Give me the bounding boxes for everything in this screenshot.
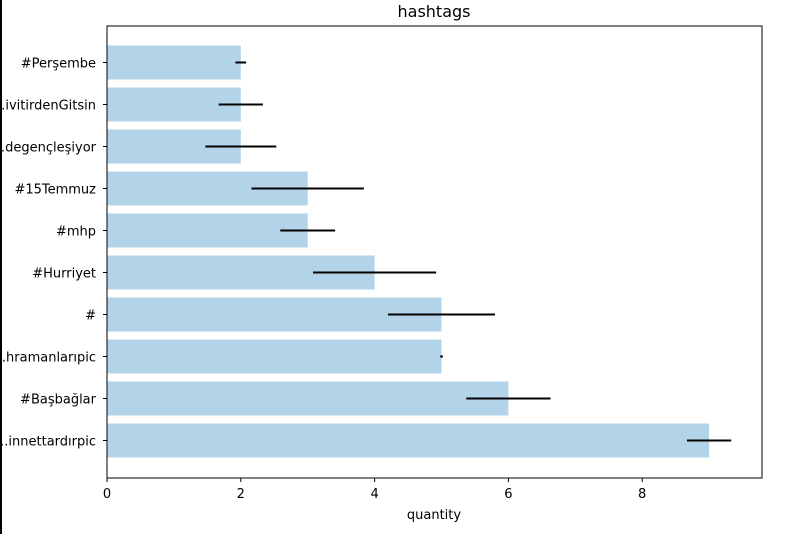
- x-tick-label: 2: [237, 487, 245, 502]
- y-tick-label: ...innettardırpic: [0, 435, 96, 450]
- x-tick-label: 4: [370, 487, 378, 502]
- y-tick-label: #: [85, 309, 96, 324]
- bar: [107, 213, 308, 248]
- bar: [107, 87, 241, 122]
- y-tick-label: #Başbağlar: [20, 393, 97, 408]
- x-tick-label: 0: [103, 487, 111, 502]
- bar: [107, 297, 442, 332]
- bar: [107, 381, 509, 416]
- y-tick-label: #15Temmuz: [14, 183, 96, 198]
- window-edge-line: [0, 0, 2, 534]
- y-tick-label: #Hurriyet: [32, 267, 96, 282]
- y-tick-label: #mhp: [56, 225, 96, 240]
- y-tick-label: ...hramanlarıpic: [0, 351, 96, 366]
- x-tick-label: 6: [504, 487, 512, 502]
- bars-group: [107, 45, 710, 458]
- y-tick-label: #Perşembe: [21, 57, 96, 72]
- bar: [107, 339, 442, 374]
- plot-frame: [106, 25, 763, 479]
- x-axis: 0 2 4 6 8: [103, 478, 646, 502]
- y-axis: #Perşembe ...ivitirdenGitsin ...degençleşi…: [0, 57, 107, 450]
- x-tick-label: 8: [638, 487, 646, 502]
- chart-title: hashtags: [398, 2, 471, 21]
- errorbars-group: [205, 61, 732, 442]
- bar: [107, 45, 241, 80]
- y-tick-label: ...degençleşiyor: [0, 141, 97, 156]
- bar: [107, 423, 710, 458]
- y-tick-label: ...ivitirdenGitsin: [0, 99, 96, 114]
- x-axis-label: quantity: [407, 508, 462, 523]
